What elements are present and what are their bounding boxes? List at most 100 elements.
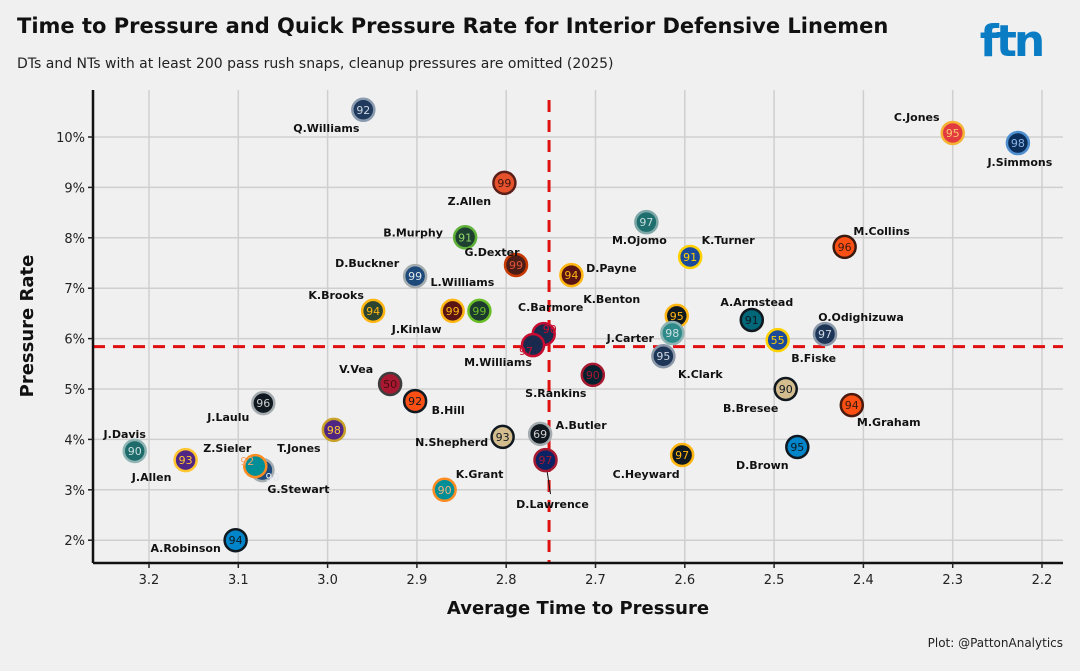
x-tick-label: 2.9 — [407, 573, 428, 588]
data-point: 97 C.Heyward — [613, 442, 695, 481]
point-marker — [402, 388, 428, 414]
point-number: 97 — [538, 454, 552, 467]
data-point: 90 K.Grant — [432, 468, 503, 503]
point-label: M.Collins — [853, 225, 910, 238]
point-label: K.Clark — [678, 368, 723, 381]
point-marker — [251, 390, 276, 416]
data-point: 94 D.Payne — [559, 262, 637, 288]
point-marker — [739, 307, 765, 333]
x-tick-label: 2.5 — [764, 573, 785, 588]
point-label: B.Murphy — [383, 226, 443, 239]
x-tick-label: 3.0 — [317, 573, 338, 588]
point-marker — [533, 447, 558, 473]
point-number: 90 — [265, 471, 279, 484]
y-tick-label: 10% — [56, 131, 85, 146]
point-label: J.Allen — [131, 471, 172, 484]
point-label: J.Davis — [103, 428, 147, 441]
x-tick-label: 2.3 — [942, 573, 963, 588]
point-marker — [467, 298, 492, 324]
point-marker — [321, 417, 347, 443]
point-marker — [440, 298, 465, 324]
data-point: 93 N.Shepherd — [415, 424, 515, 450]
point-label: G.Stewart — [267, 483, 329, 496]
point-label: M.Graham — [857, 416, 921, 429]
point-label: Z.Allen — [448, 195, 492, 208]
point-marker — [377, 371, 403, 397]
data-point: 91 A.Armstead — [720, 296, 793, 333]
point-number: 97 — [639, 216, 653, 229]
point-number: 95 — [790, 441, 804, 454]
point-marker — [839, 392, 865, 418]
chart-subtitle: DTs and NTs with at least 200 pass rush … — [17, 56, 613, 72]
point-label: B.Fiske — [791, 352, 836, 365]
point-label: A.Robinson — [150, 542, 220, 555]
point-number: 99 — [446, 305, 460, 318]
point-label: A.Armstead — [720, 296, 793, 309]
x-tick-label: 3.2 — [139, 573, 160, 588]
point-label: N.Shepherd — [415, 436, 488, 449]
y-tick-label: 7% — [64, 282, 85, 297]
data-point: 92 Q.Williams — [293, 97, 376, 135]
point-label: L.Williams — [430, 276, 494, 289]
point-label: K.Benton — [583, 293, 640, 306]
point-label: O.Odighizuwa — [818, 311, 904, 324]
point-number: 95 — [656, 350, 670, 363]
y-tick-label: 2% — [64, 534, 85, 549]
axes — [91, 90, 1063, 565]
x-tick-label: 3.1 — [228, 573, 249, 588]
point-label: G.Dexter — [464, 246, 520, 259]
point-marker — [580, 362, 606, 388]
point-marker — [832, 234, 857, 260]
grid — [93, 90, 1063, 563]
point-label: Q.Williams — [293, 122, 360, 135]
point-label: M.Williams — [464, 356, 532, 369]
point-marker — [432, 477, 457, 503]
point-marker — [452, 225, 478, 250]
point-number: 99 — [509, 259, 523, 272]
point-number: 69 — [533, 428, 547, 441]
x-tick-label: 2.7 — [585, 573, 606, 588]
point-label: D.Brown — [736, 459, 789, 472]
data-point: 97 D.Lawrence — [516, 447, 589, 511]
point-number: 92 — [356, 104, 370, 117]
point-label: C.Jones — [894, 111, 940, 124]
x-tick-label: 2.2 — [1032, 573, 1053, 588]
point-marker — [677, 244, 703, 270]
point-number: 98 — [1011, 137, 1025, 150]
point-marker — [773, 376, 798, 402]
point-label: C.Barmore — [518, 301, 583, 314]
data-point: 96 J.Laulu — [206, 390, 276, 424]
point-marker — [527, 421, 553, 447]
point-label: K.Brooks — [308, 289, 364, 302]
data-point: 96M.Collins — [832, 225, 910, 260]
chart-title: Time to Pressure and Quick Pressure Rate… — [17, 14, 888, 38]
point-number: 99 — [408, 270, 422, 283]
point-number: 90 — [438, 484, 452, 497]
point-marker — [559, 262, 584, 288]
point-marker — [765, 327, 790, 353]
point-marker — [173, 447, 198, 473]
point-number: 99 — [497, 177, 511, 190]
data-point: 90 J.Davis — [103, 428, 147, 464]
point-number: 55 — [771, 334, 785, 347]
point-marker — [669, 442, 695, 468]
point-label: D.Payne — [586, 262, 637, 275]
point-number: 98 — [665, 327, 679, 340]
data-point: 92Z.Sieler — [203, 442, 268, 479]
point-marker — [660, 320, 685, 346]
point-label: B.Bresee — [723, 402, 778, 415]
data-point: 94K.Brooks — [308, 289, 386, 324]
y-ticks: 2% 3% 4% 5% 6% 7% 8% 9% 10% — [56, 131, 93, 549]
point-label: Z.Sieler — [203, 442, 252, 455]
point-number: 93 — [496, 431, 510, 444]
point-marker — [520, 332, 546, 358]
data-point: 95D.Brown — [736, 434, 810, 472]
point-number: 93 — [179, 454, 193, 467]
data-point: 92 B.Hill — [402, 388, 465, 417]
point-marker — [351, 97, 376, 123]
point-label: J.Kinlaw — [391, 323, 442, 336]
point-marker — [634, 209, 659, 235]
point-label: T.Jones — [277, 442, 321, 455]
point-label: J.Carter — [606, 332, 655, 345]
